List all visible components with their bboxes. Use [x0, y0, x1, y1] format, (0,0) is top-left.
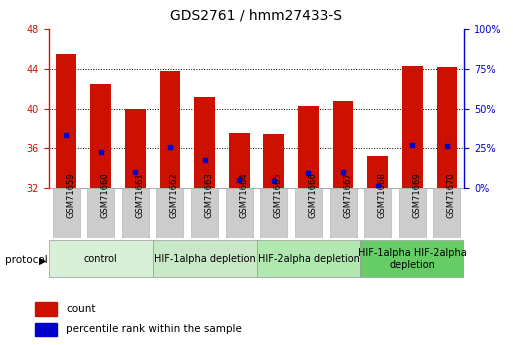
FancyBboxPatch shape: [226, 188, 253, 238]
FancyBboxPatch shape: [399, 188, 426, 238]
FancyBboxPatch shape: [295, 188, 322, 238]
Bar: [437, 67, 457, 188]
Text: HIF-1alpha depletion: HIF-1alpha depletion: [154, 254, 255, 264]
FancyBboxPatch shape: [433, 188, 461, 238]
FancyBboxPatch shape: [260, 188, 287, 238]
Bar: [402, 66, 423, 188]
Bar: [332, 101, 353, 188]
FancyBboxPatch shape: [329, 188, 357, 238]
Text: GDS2761 / hmm27433-S: GDS2761 / hmm27433-S: [170, 9, 343, 23]
Text: GSM71670: GSM71670: [447, 173, 456, 218]
Text: GSM71662: GSM71662: [170, 173, 179, 218]
FancyBboxPatch shape: [49, 240, 153, 277]
Text: HIF-2alpha depletion: HIF-2alpha depletion: [258, 254, 360, 264]
Text: count: count: [66, 304, 96, 314]
Text: percentile rank within the sample: percentile rank within the sample: [66, 324, 242, 334]
FancyBboxPatch shape: [256, 240, 360, 277]
Text: protocol: protocol: [5, 256, 48, 265]
Text: GSM71664: GSM71664: [239, 173, 248, 218]
Text: GSM71663: GSM71663: [205, 172, 213, 218]
Bar: [194, 97, 215, 188]
Text: GSM71659: GSM71659: [66, 173, 75, 218]
Text: GSM71667: GSM71667: [343, 172, 352, 218]
Bar: [90, 84, 111, 188]
Text: GSM71665: GSM71665: [274, 173, 283, 218]
FancyBboxPatch shape: [122, 188, 149, 238]
FancyBboxPatch shape: [52, 188, 80, 238]
Text: GSM71669: GSM71669: [412, 173, 421, 218]
Bar: [298, 106, 319, 188]
FancyBboxPatch shape: [87, 188, 114, 238]
FancyBboxPatch shape: [153, 240, 256, 277]
Bar: [263, 135, 284, 188]
Text: ▶: ▶: [39, 256, 46, 265]
Text: control: control: [84, 254, 117, 264]
Text: GSM71668: GSM71668: [378, 172, 387, 218]
Bar: [35, 302, 57, 316]
Bar: [35, 323, 57, 336]
Bar: [229, 134, 249, 188]
FancyBboxPatch shape: [360, 240, 464, 277]
Text: GSM71661: GSM71661: [135, 173, 144, 218]
FancyBboxPatch shape: [191, 188, 218, 238]
Text: GSM71666: GSM71666: [308, 172, 318, 218]
FancyBboxPatch shape: [364, 188, 391, 238]
Bar: [367, 156, 388, 188]
Text: GSM71660: GSM71660: [101, 173, 110, 218]
Text: HIF-1alpha HIF-2alpha
depletion: HIF-1alpha HIF-2alpha depletion: [358, 248, 467, 269]
Bar: [55, 54, 76, 188]
FancyBboxPatch shape: [156, 188, 184, 238]
Bar: [125, 109, 146, 188]
Bar: [160, 71, 180, 188]
